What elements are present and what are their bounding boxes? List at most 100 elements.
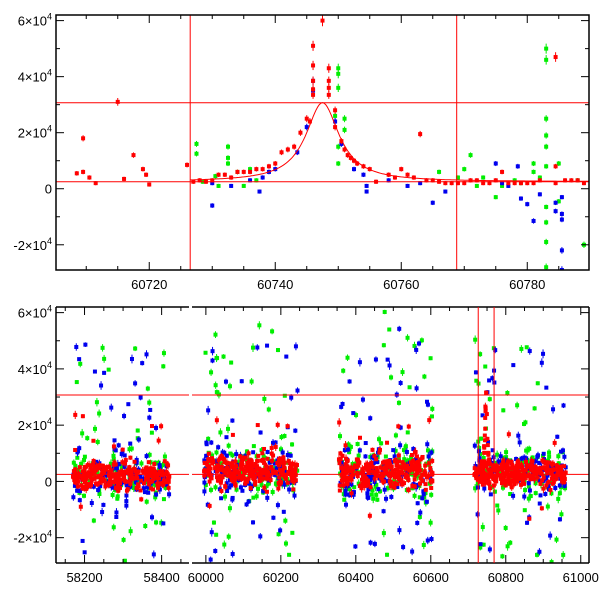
data-point: [138, 474, 143, 479]
data-point: [224, 453, 229, 458]
data-point: [110, 473, 115, 478]
data-point: [202, 480, 207, 485]
data-point: [377, 447, 382, 452]
data-point: [73, 480, 78, 485]
data-point: [266, 470, 271, 475]
data-point: [275, 461, 280, 466]
data-point: [76, 479, 81, 484]
data-point: [347, 379, 352, 384]
data-point: [140, 361, 145, 366]
data-point: [549, 471, 554, 476]
data-point: [243, 455, 248, 460]
data-point: [227, 468, 232, 473]
data-point: [225, 465, 230, 470]
data-point: [285, 452, 290, 457]
data-point: [410, 549, 415, 554]
data-point: [478, 542, 483, 547]
data-point: [379, 441, 384, 446]
data-point: [114, 466, 119, 471]
data-point: [251, 444, 256, 449]
data-point: [100, 468, 105, 473]
data-point: [418, 132, 423, 137]
data-point: [559, 268, 564, 270]
data-point: [116, 476, 121, 481]
data-point: [214, 465, 219, 470]
data-point: [377, 489, 382, 494]
data-point: [74, 171, 79, 176]
data-point: [365, 495, 370, 500]
data-point: [206, 451, 211, 456]
data-point: [544, 46, 549, 51]
data-point: [548, 533, 553, 538]
data-point: [357, 360, 362, 365]
data-point: [134, 470, 139, 475]
data-point: [194, 141, 199, 146]
data-point: [225, 155, 230, 160]
data-point: [405, 463, 410, 468]
data-point: [375, 473, 380, 478]
data-point: [214, 450, 219, 455]
data-point: [129, 474, 134, 479]
data-point: [293, 478, 298, 483]
data-point: [519, 346, 524, 351]
data-point: [482, 444, 487, 449]
data-point: [122, 568, 126, 572]
data-point: [161, 521, 166, 526]
data-point: [112, 480, 117, 485]
data-point: [365, 478, 370, 483]
data-point: [278, 528, 283, 533]
data-point: [487, 397, 492, 402]
data-point: [80, 476, 85, 481]
data-point: [142, 470, 147, 475]
data-point: [213, 383, 218, 388]
y-tick-label: 2×104: [18, 416, 52, 433]
data-point: [161, 351, 166, 356]
data-point: [541, 475, 546, 480]
data-point: [292, 144, 297, 149]
data-point: [326, 85, 331, 90]
data-point: [558, 464, 563, 469]
data-point: [506, 181, 511, 186]
data-point: [162, 454, 167, 459]
data-point: [347, 450, 352, 455]
data-point: [269, 445, 274, 450]
data-point: [71, 495, 76, 500]
data-point: [266, 481, 271, 486]
data-point: [74, 344, 79, 349]
data-point: [415, 501, 420, 506]
data-point: [82, 471, 87, 476]
data-point: [162, 478, 167, 483]
data-point: [75, 449, 80, 454]
data-layer: [70, 342, 172, 572]
data-point: [429, 450, 434, 455]
data-point: [209, 370, 214, 375]
data-point: [559, 512, 564, 517]
data-point: [230, 432, 235, 437]
y-tick-label: 0: [45, 474, 52, 489]
data-point: [414, 454, 419, 459]
data-point: [413, 473, 418, 478]
data-point: [265, 456, 270, 461]
data-point: [119, 452, 124, 457]
data-point: [285, 147, 290, 152]
data-point: [238, 465, 243, 470]
data-point: [346, 477, 351, 482]
data-point: [343, 492, 348, 497]
data-point: [255, 466, 260, 471]
data-point: [336, 457, 341, 462]
data-point: [204, 461, 209, 466]
data-point: [227, 461, 232, 466]
data-point: [477, 456, 482, 461]
data-point: [343, 443, 348, 448]
data-point: [77, 357, 82, 362]
data-point: [133, 480, 138, 485]
data-point: [511, 363, 516, 368]
data-point: [359, 486, 364, 491]
data-point: [150, 479, 155, 484]
data-point: [398, 380, 403, 385]
data-point: [231, 465, 236, 470]
data-point: [425, 448, 430, 453]
data-point: [354, 465, 359, 470]
data-point: [80, 414, 85, 419]
data-point: [429, 492, 434, 497]
